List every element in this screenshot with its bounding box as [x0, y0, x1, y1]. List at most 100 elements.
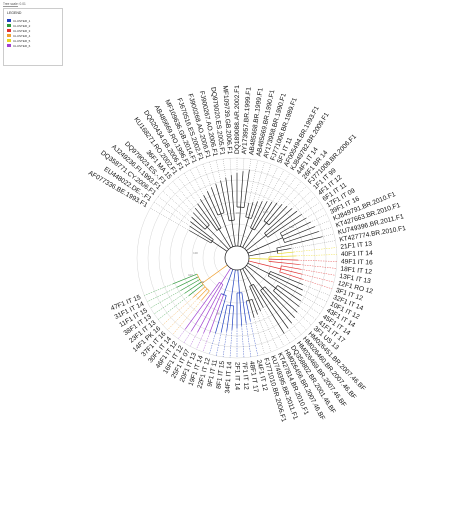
leaf-branch: [231, 305, 235, 330]
leaf-branch: [279, 271, 303, 280]
leaf-guide: [245, 323, 252, 358]
legend-swatch: [7, 34, 11, 37]
leaf-branch: [273, 290, 298, 313]
leaf-branch: [188, 284, 204, 296]
leaf-branch: [240, 171, 244, 208]
leaf-guide: [262, 166, 278, 202]
leaf-branch: [245, 203, 249, 217]
leaf-branch: [260, 290, 289, 329]
clade-stem: [231, 220, 236, 247]
leaf-branch: [206, 191, 219, 216]
clade-stem: [239, 269, 250, 301]
leaf-branch: [277, 285, 302, 302]
leaf-guide: [216, 332, 222, 356]
leaf-guide: [209, 332, 216, 355]
leaf-guide: [162, 297, 194, 326]
leaf-guide: [250, 320, 258, 356]
leaf-guide: [302, 289, 327, 303]
leaf-branch: [248, 202, 254, 218]
leaf-branch: [252, 201, 268, 230]
leaf-guide: [296, 196, 316, 212]
clade-stem: [247, 237, 283, 254]
leaf-guide: [229, 158, 232, 176]
leaf-branch: [209, 294, 224, 334]
leaf-guide: [241, 325, 245, 358]
leaf-branch: [254, 201, 273, 231]
leaf-branch: [201, 290, 210, 301]
leaf-guide: [294, 317, 307, 331]
legend-label: CLUSTER_6: [13, 43, 31, 48]
leaf-branch: [172, 273, 198, 285]
leaf-branch: [243, 169, 250, 208]
leaf-branch: [270, 271, 303, 285]
legend-item: CLUSTER_1: [7, 18, 30, 23]
leaf-guide: [300, 300, 321, 315]
leaf-branch: [184, 281, 202, 294]
legend-label: CLUSTER_5: [13, 38, 31, 43]
leaf-guide: [299, 306, 316, 320]
leaf-guide: [271, 173, 291, 203]
leaf-branch: [267, 214, 302, 238]
leaf-guide: [248, 160, 258, 204]
clade-stem: [223, 269, 234, 295]
leaf-branch: [275, 287, 300, 307]
legend-label: CLUSTER_3: [13, 28, 31, 33]
clade-stem: [242, 228, 253, 248]
clade-stem: [247, 262, 270, 275]
leaf-guide: [158, 295, 190, 320]
leaf-guide: [295, 254, 337, 257]
tip-label: 21F1 IT 13: [340, 241, 373, 251]
leaf-branch: [245, 300, 251, 321]
clade-stem: [244, 266, 263, 289]
leaf-guide: [172, 300, 202, 335]
leaf-branch: [248, 300, 255, 318]
leaf-branch: [197, 288, 208, 300]
leaf-branch: [264, 286, 295, 318]
leaf-guide: [253, 317, 265, 355]
legend-item: CLUSTER_3: [7, 28, 30, 33]
leaf-guide: [183, 330, 192, 343]
legend-label: CLUSTER_2: [13, 23, 31, 28]
leaf-guide: [293, 247, 337, 253]
clade-stem: [211, 240, 228, 252]
leaf-guide: [178, 176, 198, 204]
legend-label: CLUSTER_4: [13, 33, 31, 38]
leaf-guide: [167, 185, 194, 213]
legend-swatch: [7, 44, 11, 47]
tip-label: 48F1 IT 17: [248, 361, 259, 394]
leaf-branch: [249, 286, 261, 312]
tree-branches: [144, 158, 337, 358]
leaf-guide: [183, 173, 201, 200]
tip-label: 7F1 IT 12: [241, 362, 250, 391]
grid-ring: [136, 157, 338, 359]
leaf-guide: [291, 322, 302, 335]
leaf-branch: [277, 251, 294, 255]
leaf-guide: [229, 329, 233, 358]
leaf-guide: [318, 226, 333, 232]
leaf-guide: [276, 176, 296, 204]
leaf-branch: [226, 305, 231, 332]
bootstrap-label: 99: [201, 280, 205, 284]
leaf-branch: [230, 175, 235, 221]
leaf-branch: [194, 207, 210, 226]
clade-stem: [206, 226, 229, 250]
bootstrap-label: 100: [193, 251, 198, 255]
leaf-branch: [192, 286, 206, 298]
leaf-guide: [150, 207, 190, 231]
leaf-guide: [287, 328, 296, 340]
tip-label: 18F1 IT 12: [340, 266, 373, 276]
leaf-branch: [265, 210, 298, 236]
leaf-guide: [322, 233, 335, 237]
leaf-branch: [197, 284, 224, 333]
leaf-guide: [189, 169, 204, 196]
leaf-branch: [251, 285, 264, 308]
leaf-branch: [184, 282, 220, 330]
leaf-guide: [242, 158, 245, 172]
leaf-branch: [253, 284, 285, 334]
clade-stem: [218, 228, 231, 249]
bootstrap-label: 100: [188, 273, 193, 277]
grid-ring: [213, 234, 261, 282]
leaf-branch: [276, 236, 323, 249]
leaf-branch: [283, 226, 316, 240]
